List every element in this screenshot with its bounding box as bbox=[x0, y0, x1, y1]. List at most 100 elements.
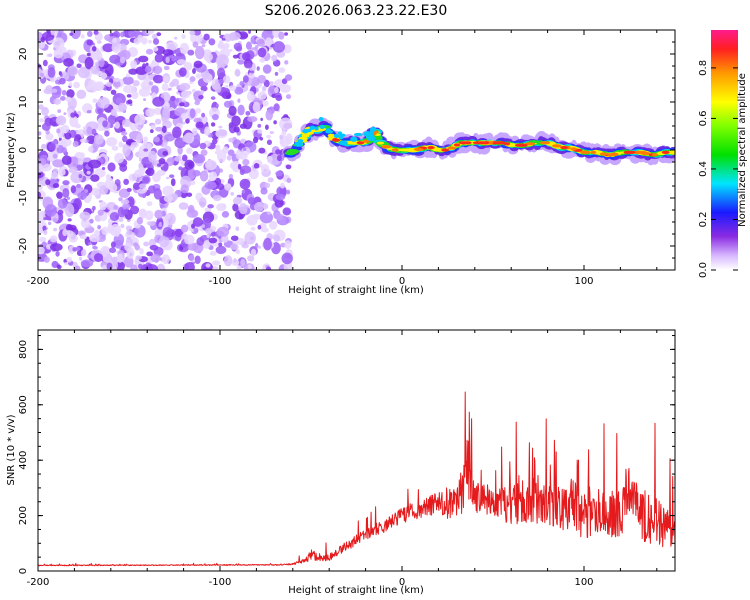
spectrogram-x-tick-label: 100 bbox=[574, 276, 593, 287]
noise-blob bbox=[204, 207, 212, 213]
noise-blob bbox=[262, 64, 272, 74]
noise-blob bbox=[43, 229, 48, 236]
noise-blob bbox=[260, 227, 269, 233]
noise-blob bbox=[278, 67, 286, 73]
noise-blob bbox=[194, 45, 205, 60]
noise-blob bbox=[240, 258, 246, 268]
noise-blob bbox=[47, 67, 56, 78]
noise-blob bbox=[179, 82, 191, 91]
noise-blob bbox=[130, 264, 138, 270]
noise-blob bbox=[116, 253, 124, 263]
noise-blob bbox=[38, 226, 43, 235]
noise-blob bbox=[265, 109, 274, 121]
noise-blob bbox=[233, 196, 243, 205]
noise-blob bbox=[210, 122, 216, 127]
noise-blob bbox=[79, 138, 87, 143]
noise-blob bbox=[133, 37, 141, 45]
signal-blob bbox=[314, 126, 319, 131]
noise-blob bbox=[241, 52, 251, 61]
noise-blob bbox=[57, 198, 68, 209]
noise-blob bbox=[258, 38, 264, 44]
noise-blob bbox=[93, 30, 99, 36]
noise-blob bbox=[260, 164, 270, 174]
noise-blob bbox=[268, 220, 278, 230]
signal-blob bbox=[353, 132, 363, 137]
noise-blob bbox=[123, 178, 130, 186]
noise-blob bbox=[41, 106, 49, 116]
noise-blob bbox=[91, 128, 97, 136]
noise-blob bbox=[247, 255, 255, 262]
noise-blob bbox=[259, 137, 264, 141]
noise-blob bbox=[177, 146, 183, 155]
noise-blob bbox=[208, 237, 218, 244]
noise-blob bbox=[221, 211, 230, 218]
noise-blob bbox=[247, 116, 258, 123]
noise-blob bbox=[143, 148, 149, 152]
spectrogram-marks bbox=[38, 30, 675, 270]
noise-blob bbox=[84, 226, 95, 234]
noise-blob bbox=[179, 102, 185, 107]
noise-blob bbox=[77, 66, 91, 79]
noise-blob bbox=[49, 243, 63, 252]
spectrogram-x-tick-label: 0 bbox=[399, 276, 405, 287]
noise-blob bbox=[192, 68, 196, 74]
noise-blob bbox=[269, 130, 274, 135]
noise-blob bbox=[161, 125, 167, 133]
noise-blob bbox=[60, 138, 72, 147]
noise-blob bbox=[267, 177, 274, 183]
noise-blob bbox=[146, 201, 153, 207]
noise-blob bbox=[120, 199, 130, 205]
noise-blob bbox=[214, 150, 219, 155]
signal-core bbox=[376, 141, 385, 145]
noise-blob bbox=[109, 212, 120, 222]
noise-blob bbox=[45, 133, 54, 141]
noise-blob bbox=[152, 96, 165, 107]
noise-blob bbox=[122, 84, 136, 94]
noise-blob bbox=[244, 231, 256, 245]
noise-blob bbox=[228, 137, 235, 143]
noise-blob bbox=[258, 147, 266, 154]
noise-blob bbox=[235, 226, 240, 232]
noise-blob bbox=[254, 201, 264, 213]
noise-blob bbox=[201, 112, 206, 118]
noise-blob bbox=[120, 131, 128, 136]
noise-blob bbox=[236, 265, 242, 270]
noise-blob bbox=[200, 89, 204, 95]
noise-blob bbox=[61, 147, 67, 154]
noise-blob bbox=[38, 191, 42, 199]
noise-blob bbox=[216, 226, 230, 237]
colorbar-label: Normalized spectral amplitude bbox=[737, 73, 748, 227]
noise-blob bbox=[235, 149, 242, 160]
noise-blob bbox=[137, 126, 142, 132]
noise-blob bbox=[233, 258, 237, 263]
colorbar-tick-label: 0.8 bbox=[698, 60, 709, 76]
noise-blob bbox=[77, 192, 87, 200]
signal-blob bbox=[333, 133, 340, 138]
colorbar-tick-label: 0.2 bbox=[698, 212, 709, 228]
noise-blob bbox=[192, 170, 201, 177]
signal-peak bbox=[332, 137, 338, 142]
signal-peak bbox=[453, 143, 461, 147]
noise-blob bbox=[257, 47, 267, 58]
noise-blob bbox=[214, 177, 222, 186]
noise-blob bbox=[166, 41, 179, 51]
noise-blob bbox=[110, 89, 117, 95]
noise-blob bbox=[162, 49, 174, 56]
noise-blob bbox=[148, 108, 155, 114]
colorbar-tick-label: 0.4 bbox=[698, 161, 709, 177]
noise-blob bbox=[144, 65, 152, 73]
noise-blob bbox=[118, 102, 127, 112]
noise-blob bbox=[130, 205, 140, 215]
noise-blob bbox=[79, 160, 84, 166]
signal-blob bbox=[338, 135, 344, 140]
noise-blob bbox=[239, 81, 245, 86]
noise-blob bbox=[201, 44, 206, 48]
noise-blob bbox=[43, 256, 50, 263]
noise-blob bbox=[85, 85, 91, 91]
noise-blob bbox=[105, 82, 113, 88]
colorbar-gradient bbox=[711, 30, 738, 270]
noise-blob bbox=[231, 161, 241, 173]
noise-blob bbox=[86, 39, 94, 46]
noise-blob bbox=[215, 245, 227, 255]
noise-blob bbox=[97, 224, 102, 230]
